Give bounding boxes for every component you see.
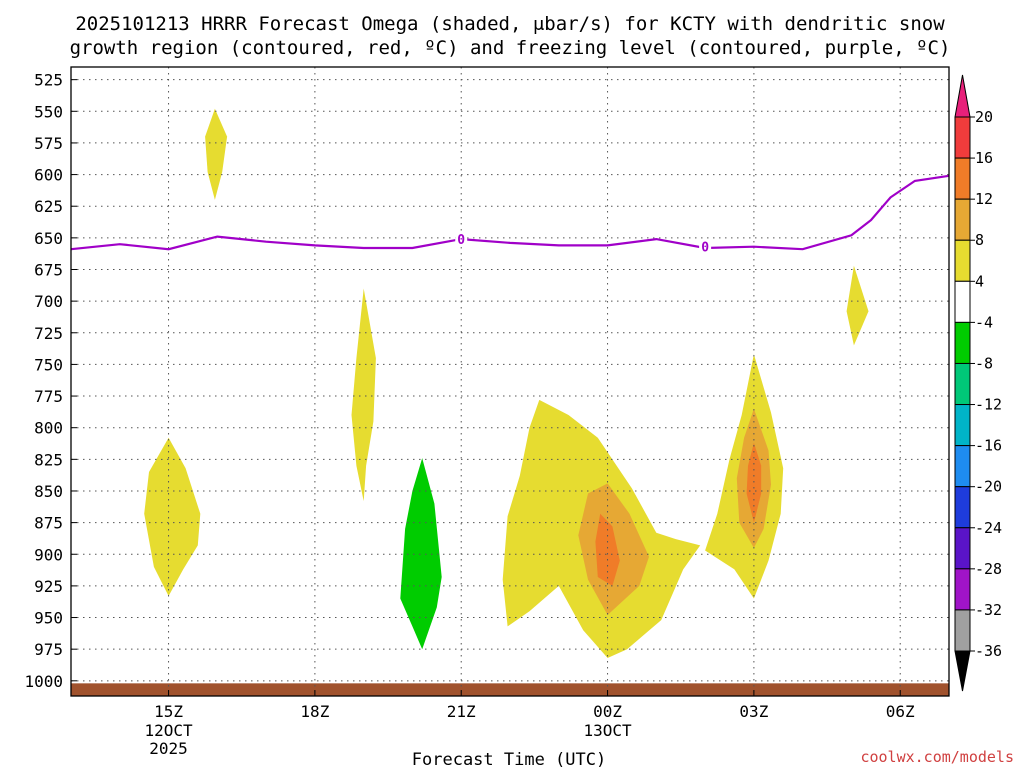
y-tick-label: 675 bbox=[34, 260, 63, 279]
omega-region-0 bbox=[205, 108, 228, 200]
colorbar-bin-12 bbox=[954, 609, 971, 652]
colorbar-bin-5 bbox=[954, 321, 971, 364]
freezing-level-label: 0 bbox=[701, 241, 709, 256]
colorbar-bin-6 bbox=[954, 362, 971, 406]
colorbar-tick-label: -12 bbox=[975, 396, 1002, 414]
colorbar-tick-label: 4 bbox=[975, 272, 984, 290]
y-tick-label: 850 bbox=[34, 482, 63, 501]
omega-region-2 bbox=[351, 288, 376, 502]
colorbar: 20 16 12 8 4 -4 -8 -12 -16 -20 -24 -28 -32 -36 bbox=[954, 74, 1002, 692]
colorbar-tick-label: -8 bbox=[975, 354, 993, 372]
freezing-level-line bbox=[70, 174, 950, 251]
plot-frame bbox=[70, 66, 950, 697]
y-tick-label: 925 bbox=[34, 577, 63, 596]
x-tick-label: 15Z bbox=[154, 702, 183, 721]
y-tick-label: 625 bbox=[34, 197, 63, 216]
colorbar-tick-label: -16 bbox=[975, 437, 1002, 455]
colorbar-bin-2 bbox=[954, 198, 971, 241]
y-tick-label: 975 bbox=[34, 640, 63, 659]
x-axis-label: Forecast Time (UTC) bbox=[412, 750, 606, 768]
y-tick-label: 800 bbox=[34, 419, 63, 438]
x-tick-year: 2025 bbox=[149, 739, 188, 758]
y-tick-label: 650 bbox=[34, 229, 63, 248]
colorbar-top-arrow bbox=[954, 74, 971, 118]
y-tick-label: 575 bbox=[34, 134, 63, 153]
colorbar-bin-7 bbox=[954, 404, 971, 447]
x-tick-label: 06Z bbox=[886, 702, 915, 721]
y-tick-label: 750 bbox=[34, 355, 63, 374]
omega-region-3 bbox=[846, 265, 869, 346]
credit-text: coolwx.com/models bbox=[860, 748, 1014, 766]
x-tick-date: 12OCT bbox=[144, 721, 193, 740]
colorbar-tick-label: -28 bbox=[975, 560, 1002, 578]
colorbar-tick-label: 8 bbox=[975, 231, 984, 249]
y-tick-label: 825 bbox=[34, 450, 63, 469]
y-tick-label: 600 bbox=[34, 166, 63, 185]
omega-region-1 bbox=[144, 437, 201, 596]
colorbar-tick-label: -24 bbox=[975, 519, 1002, 537]
colorbar-bin-3 bbox=[954, 239, 971, 282]
surface-ground-strip bbox=[71, 683, 949, 696]
y-tick-label: 775 bbox=[34, 387, 63, 406]
y-tick-label: 1000 bbox=[24, 672, 63, 691]
colorbar-bin-1 bbox=[954, 157, 971, 200]
omega-region-9 bbox=[746, 442, 762, 523]
omega-region-6 bbox=[595, 513, 620, 586]
x-tick-label: 00Z bbox=[593, 702, 622, 721]
y-tick-label: 900 bbox=[34, 545, 63, 564]
colorbar-bin-11 bbox=[954, 568, 971, 611]
colorbar-bin-0 bbox=[954, 116, 971, 159]
colorbar-tick-label: 12 bbox=[975, 190, 993, 208]
colorbar-bin-9 bbox=[954, 486, 971, 529]
y-tick-label: 725 bbox=[34, 324, 63, 343]
x-tick-label: 21Z bbox=[447, 702, 476, 721]
colorbar-tick-label: -36 bbox=[975, 642, 1002, 660]
y-tick-label: 525 bbox=[34, 71, 63, 90]
y-tick-label: 875 bbox=[34, 514, 63, 533]
freezing-level-label: 0 bbox=[457, 233, 465, 248]
colorbar-tick-label: -32 bbox=[975, 601, 1002, 619]
y-tick-label: 550 bbox=[34, 102, 63, 121]
colorbar-tick-label: 20 bbox=[975, 108, 993, 126]
colorbar-bottom-arrow bbox=[954, 650, 971, 692]
freezing-level-label-bg bbox=[699, 238, 712, 254]
colorbar-tick-label: -20 bbox=[975, 478, 1002, 496]
x-tick-label: 18Z bbox=[300, 702, 329, 721]
colorbar-tick-label: 16 bbox=[975, 149, 993, 167]
y-tick-label: 950 bbox=[34, 609, 63, 628]
colorbar-tick-label: -4 bbox=[975, 313, 993, 331]
y-tick-label: 700 bbox=[34, 292, 63, 311]
plot-area: 525 550 575 600 625 650 675 700 725 750 775 800 825 8… bbox=[24, 67, 950, 758]
x-tick-label: 03Z bbox=[739, 702, 768, 721]
x-tick-date: 13OCT bbox=[583, 721, 632, 740]
omega-region-10 bbox=[400, 458, 442, 650]
colorbar-bin-4 bbox=[954, 280, 971, 323]
freezing-level-label-bg bbox=[455, 231, 468, 247]
chart-title-line-2: growth region (contoured, red, ºC) and f… bbox=[70, 37, 951, 59]
colorbar-bin-10 bbox=[954, 527, 971, 570]
chart-title-line-1: 2025101213 HRRR Forecast Omega (shaded, … bbox=[75, 13, 945, 35]
colorbar-bin-8 bbox=[954, 445, 971, 488]
